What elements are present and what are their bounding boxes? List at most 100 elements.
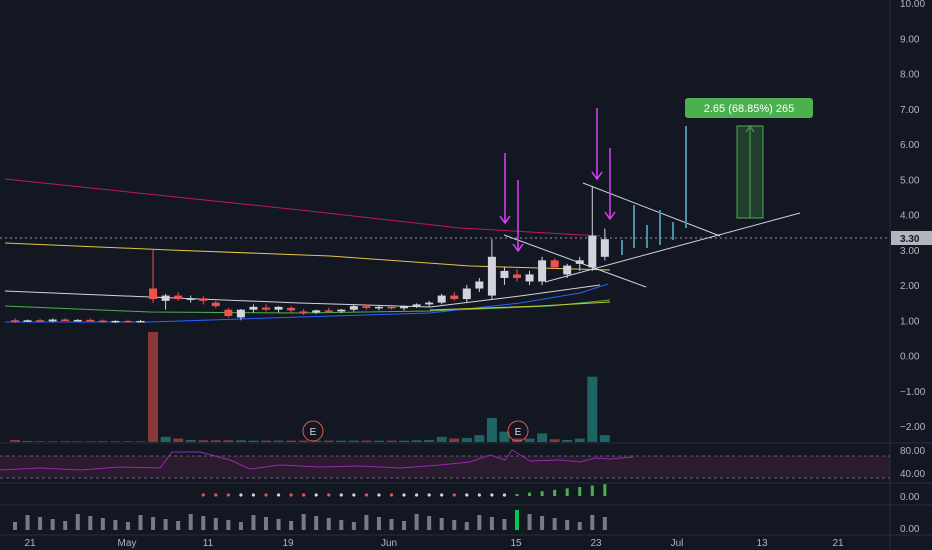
rsi-tick-80: 80.00: [900, 446, 925, 457]
arrow-3: [591, 108, 603, 181]
volume-bar: [185, 439, 196, 442]
candle: [136, 319, 145, 323]
volume-bar: [160, 436, 171, 442]
time-tick: 23: [590, 538, 602, 549]
candle-body: [374, 306, 383, 309]
price-tick: 7.00: [900, 105, 920, 116]
price-axis[interactable]: 10.00 9.00 8.00 7.00 6.00 5.00 4.00 3.00 2.00 1.0…: [900, 0, 926, 433]
histogram-bar: [25, 515, 30, 530]
candle: [274, 306, 283, 313]
histogram-bar: [113, 520, 118, 530]
indicator-bar: [603, 484, 607, 496]
histogram-bar: [314, 516, 319, 530]
candle: [11, 318, 19, 324]
last-price-tag: 3.30: [891, 231, 932, 245]
volume-bar: [35, 441, 46, 442]
candle-body: [211, 302, 220, 307]
ma-yellow: [4, 242, 611, 271]
volume-bar: [524, 438, 535, 442]
candle-body: [500, 270, 509, 278]
indicator-dot: [339, 493, 343, 497]
indicator-dot: [226, 493, 230, 497]
candle-body: [349, 306, 358, 310]
earnings-markers[interactable]: E E: [302, 420, 529, 442]
volume-bar: [323, 440, 334, 442]
candle-body: [487, 256, 496, 296]
annotation-arrows[interactable]: [499, 108, 616, 253]
candle-body: [299, 311, 308, 313]
indicator-dot: [465, 493, 469, 497]
candle: [462, 285, 471, 303]
candle-body: [11, 320, 19, 322]
indicator-dot: [490, 493, 494, 497]
candle: [550, 258, 559, 270]
candle-body: [324, 310, 333, 312]
indicator-dot: [402, 493, 406, 497]
candle: [525, 270, 534, 285]
candle-body: [36, 320, 45, 322]
histogram-bar: [213, 518, 218, 530]
histogram-bar: [276, 519, 281, 530]
volume-bar: [85, 441, 96, 442]
candle: [236, 308, 245, 321]
histogram-bar: [464, 522, 469, 530]
price-range-measure[interactable]: 2.65 (68.85%) 265: [685, 98, 813, 219]
candle: [123, 319, 132, 323]
candle-body: [450, 295, 459, 300]
candle-body: [236, 309, 245, 318]
time-tick: 21: [832, 538, 844, 549]
histogram-bar: [125, 522, 130, 530]
ma-lime: [429, 301, 611, 311]
rsi-pane[interactable]: [0, 449, 890, 479]
time-tick: 19: [282, 538, 294, 549]
indicator-bar: [578, 487, 582, 496]
indicator-dot: [276, 493, 281, 497]
candle-body: [462, 288, 471, 300]
rsi-tick-40: 40.00: [900, 469, 925, 480]
resistance-trendline-1: [503, 234, 647, 288]
candle: [349, 304, 358, 312]
candle: [111, 320, 120, 324]
price-tick: 2.00: [900, 281, 920, 292]
volume-bar: [273, 440, 284, 442]
candle: [149, 249, 158, 303]
candle: [362, 304, 371, 310]
ma-red: [4, 178, 601, 237]
candle: [98, 319, 107, 323]
candles: [11, 186, 609, 324]
trendlines[interactable]: [503, 182, 801, 288]
histogram-bar: [389, 519, 394, 530]
ma-blue: [5, 283, 609, 323]
histogram-bar: [515, 510, 519, 530]
histogram-bar: [364, 515, 369, 530]
candle-body: [538, 260, 547, 282]
candle-body: [136, 320, 145, 323]
histogram-bar: [50, 519, 55, 530]
candle: [249, 304, 258, 313]
volume-bar: [10, 439, 20, 442]
histogram-bar: [151, 517, 156, 530]
volume-bar: [261, 440, 271, 442]
candle-body: [262, 307, 270, 310]
volume-bar: [148, 332, 159, 442]
arrow-1: [499, 153, 511, 225]
time-tick: 21: [24, 538, 36, 549]
candle: [487, 239, 496, 300]
rsi-line: [0, 449, 634, 471]
indicator-dot: [352, 493, 356, 497]
candle-body: [412, 304, 421, 307]
candle: [224, 307, 233, 318]
histogram-bar: [577, 522, 582, 530]
price-pane[interactable]: [0, 0, 890, 443]
time-tick: 15: [510, 538, 522, 549]
candle: [588, 186, 597, 271]
price-tick: −2.00: [900, 422, 926, 433]
indicator-bar: [565, 488, 569, 496]
indicator-bar: [540, 491, 544, 496]
histogram-bar: [301, 514, 306, 530]
time-axis[interactable]: 21 May 11 19 Jun 15 23 Jul 13 21: [24, 538, 844, 549]
volume-bar: [599, 435, 610, 442]
svg-text:E: E: [515, 427, 522, 438]
candle-body: [575, 260, 584, 264]
